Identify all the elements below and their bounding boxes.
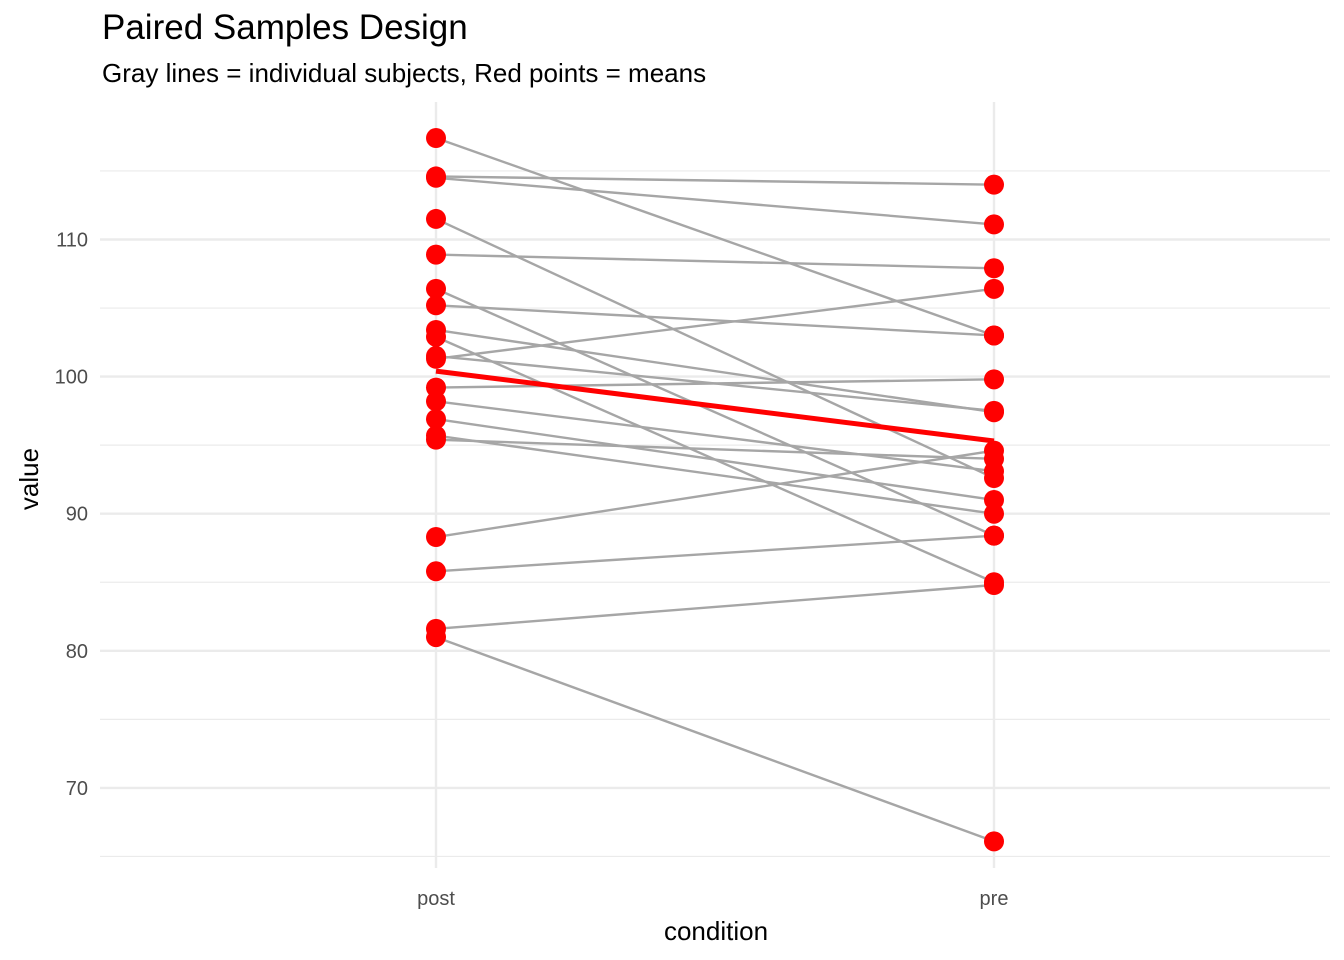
post-point [426, 429, 446, 450]
subject-line [435, 378, 995, 389]
y-tick-label: 80 [66, 641, 88, 663]
grid-lines [100, 102, 1330, 868]
subject-line [435, 635, 995, 843]
subject-line [435, 253, 995, 270]
post-point [426, 377, 446, 398]
y-tick-label: 70 [66, 778, 88, 800]
subject-line [435, 328, 995, 414]
post-point [426, 278, 446, 299]
pre-point [984, 214, 1004, 235]
post-point [426, 627, 446, 648]
chart-subtitle: Gray lines = individual subjects, Red po… [102, 58, 707, 88]
subject-line [435, 438, 995, 461]
y-tick-label: 110 [56, 230, 88, 252]
subject-line [435, 176, 995, 226]
mean-line-group [435, 368, 995, 444]
pre-point [984, 831, 1004, 852]
post-point [426, 409, 446, 430]
mean-line [435, 368, 995, 444]
pre-point [984, 440, 1004, 461]
subject-line [435, 417, 995, 502]
post-point [426, 295, 446, 316]
subject-line [435, 434, 995, 515]
post-point [426, 208, 446, 229]
post-point [426, 346, 446, 367]
subject-line [435, 400, 995, 473]
subject-line [435, 217, 995, 480]
y-tick-labels: 70 80 90 100 110 [55, 230, 88, 800]
pre-point [984, 258, 1004, 279]
subject-line [435, 534, 995, 573]
x-tick-label-post: post [417, 888, 455, 910]
x-axis-title: condition [664, 916, 768, 946]
pre-point [984, 369, 1004, 390]
subject-line [435, 449, 995, 539]
pre-point [984, 503, 1004, 524]
chart-title: Paired Samples Design [102, 8, 468, 47]
subject-line [435, 583, 995, 631]
x-tick-label-pre: pre [980, 888, 1009, 910]
pre-point [984, 174, 1004, 195]
post-point [426, 244, 446, 265]
subject-line [435, 136, 995, 337]
post-point [426, 561, 446, 582]
post-point [426, 128, 446, 149]
post-point [426, 326, 446, 347]
y-axis-title: value [14, 448, 44, 510]
y-tick-label: 90 [66, 504, 88, 526]
x-tick-labels: post pre [417, 888, 1008, 910]
subject-line [435, 304, 995, 337]
subject-lines [435, 136, 995, 843]
pre-point [984, 525, 1004, 546]
data-points [426, 128, 1004, 852]
pre-point [984, 278, 1004, 299]
y-tick-label: 100 [55, 367, 88, 389]
subject-line [435, 175, 995, 186]
subject-line [435, 287, 995, 537]
post-point [426, 527, 446, 548]
pre-point [984, 400, 1004, 421]
pre-point [984, 325, 1004, 346]
pre-point [984, 489, 1004, 510]
post-point [426, 391, 446, 412]
subject-line [435, 287, 995, 360]
post-point [426, 167, 446, 188]
pre-point [984, 574, 1004, 595]
